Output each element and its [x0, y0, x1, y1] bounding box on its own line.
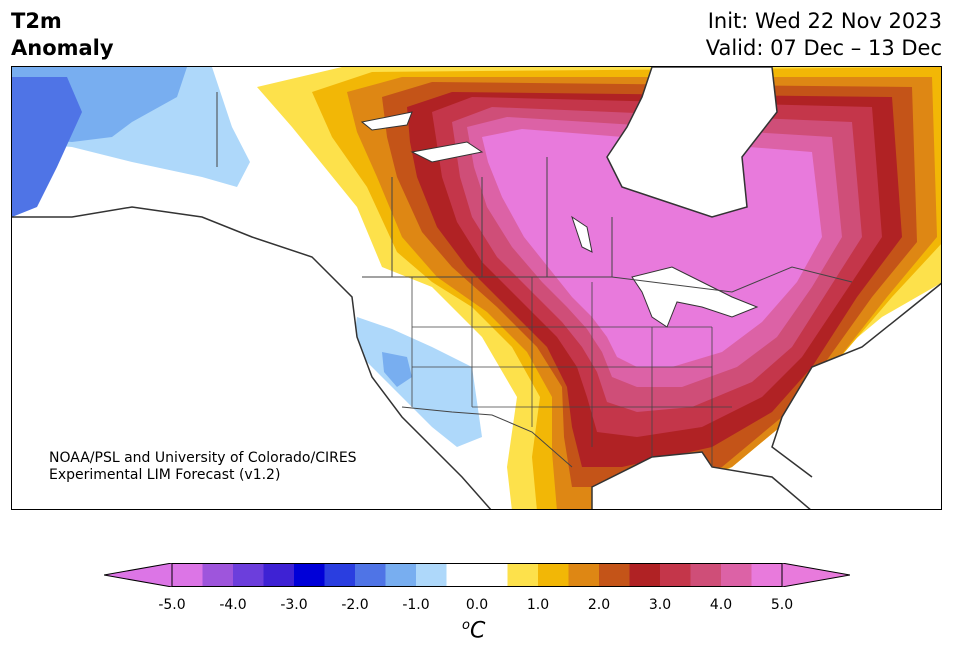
- southwest-light-blue-region: [352, 317, 482, 447]
- init-date: Init: Wed 22 Nov 2023: [707, 9, 942, 33]
- us-state-borders: [411, 277, 732, 467]
- colorbar-segment: [172, 563, 203, 587]
- hudson-bay: [606, 67, 778, 218]
- map-canvas: [12, 67, 941, 509]
- southwest-blue-region: [382, 352, 412, 387]
- colorbar-segment: [568, 563, 600, 587]
- map-title: T2m Anomaly: [11, 8, 114, 62]
- units-label: C: [469, 618, 486, 644]
- colorbar-segment: [385, 563, 417, 587]
- colorbar-over-extension: [781, 563, 850, 587]
- lake-winnipeg: [571, 215, 593, 253]
- great-bear-lake: [410, 141, 484, 163]
- gulf-of-mexico: [591, 451, 811, 509]
- colorbar-tick-label: 4.0: [709, 597, 733, 613]
- atlantic-ocean: [772, 283, 941, 509]
- colorbar-segment: [324, 563, 356, 587]
- colorbar-ticks: -5.0 -4.0 -3.0 -2.0 -1.0 0.0 1.0 2.0 3.0 4.0 5.0: [104, 597, 850, 617]
- forecast-dates: Init: Wed 22 Nov 2023 Valid: 07 Dec – 13…: [706, 8, 942, 62]
- credit-line-organizations: NOAA/PSL and University of Colorado/CIRE…: [49, 450, 357, 466]
- colorbar-segment: [599, 563, 630, 587]
- west-coastline: [12, 206, 492, 509]
- colorbar-under-extension: [104, 563, 173, 587]
- colorbar-tick-label: -3.0: [280, 597, 308, 613]
- colorbar-units: oC: [462, 618, 485, 643]
- colorbar-tick-label: 1.0: [526, 597, 550, 613]
- anomaly-map: [11, 66, 942, 510]
- title-line-variable: T2m: [11, 9, 62, 33]
- colorbar-segment: [294, 563, 325, 587]
- title-line-anomaly: Anomaly: [11, 36, 114, 60]
- colorbar-tick-label: -4.0: [219, 597, 247, 613]
- colorbar-segment: [690, 563, 722, 587]
- east-coastline: [771, 282, 941, 478]
- credit-line-forecast: Experimental LIM Forecast (v1.2): [49, 467, 281, 483]
- canadian-province-borders: [216, 92, 613, 277]
- colorbar-segment: [751, 563, 783, 587]
- alaska-blue-region: [12, 77, 82, 217]
- colorbar-segment: [538, 563, 569, 587]
- colorbar-tick-label: 3.0: [648, 597, 672, 613]
- colorbar-segment: [355, 563, 386, 587]
- colorbar-segment: [263, 563, 295, 587]
- colorbar-segment: [629, 563, 661, 587]
- colorbar-segment: [202, 563, 234, 587]
- colorbar-segment: [477, 563, 508, 587]
- colorbar-tick-label: 2.0: [587, 597, 611, 613]
- colorbar-segment: [721, 563, 752, 587]
- colorbar-tick-label: -1.0: [402, 597, 430, 613]
- colorbar: [104, 563, 850, 587]
- great-lakes: [631, 266, 759, 328]
- us-mexico-border: [401, 406, 573, 468]
- colorbar-segment: [507, 563, 539, 587]
- valid-range: Valid: 07 Dec – 13 Dec: [705, 36, 942, 60]
- great-slave-lake: [360, 111, 413, 131]
- colorbar-segment: [660, 563, 691, 587]
- colorbar-graphic: [104, 563, 850, 587]
- degree-symbol: o: [462, 618, 470, 633]
- colorbar-tick-label: 0.0: [465, 597, 489, 613]
- colorbar-segment: [416, 563, 447, 587]
- colorbar-segment: [446, 563, 478, 587]
- colorbar-outline: [171, 563, 783, 587]
- pacific-ocean: [12, 207, 491, 509]
- data-credit: NOAA/PSL and University of Colorado/CIRE…: [49, 450, 357, 484]
- colorbar-tick-label: -2.0: [341, 597, 369, 613]
- colorbar-tick-label: 5.0: [770, 597, 794, 613]
- colorbar-segment: [233, 563, 264, 587]
- colorbar-tick-label: -5.0: [158, 597, 186, 613]
- us-canada-border: [362, 266, 853, 293]
